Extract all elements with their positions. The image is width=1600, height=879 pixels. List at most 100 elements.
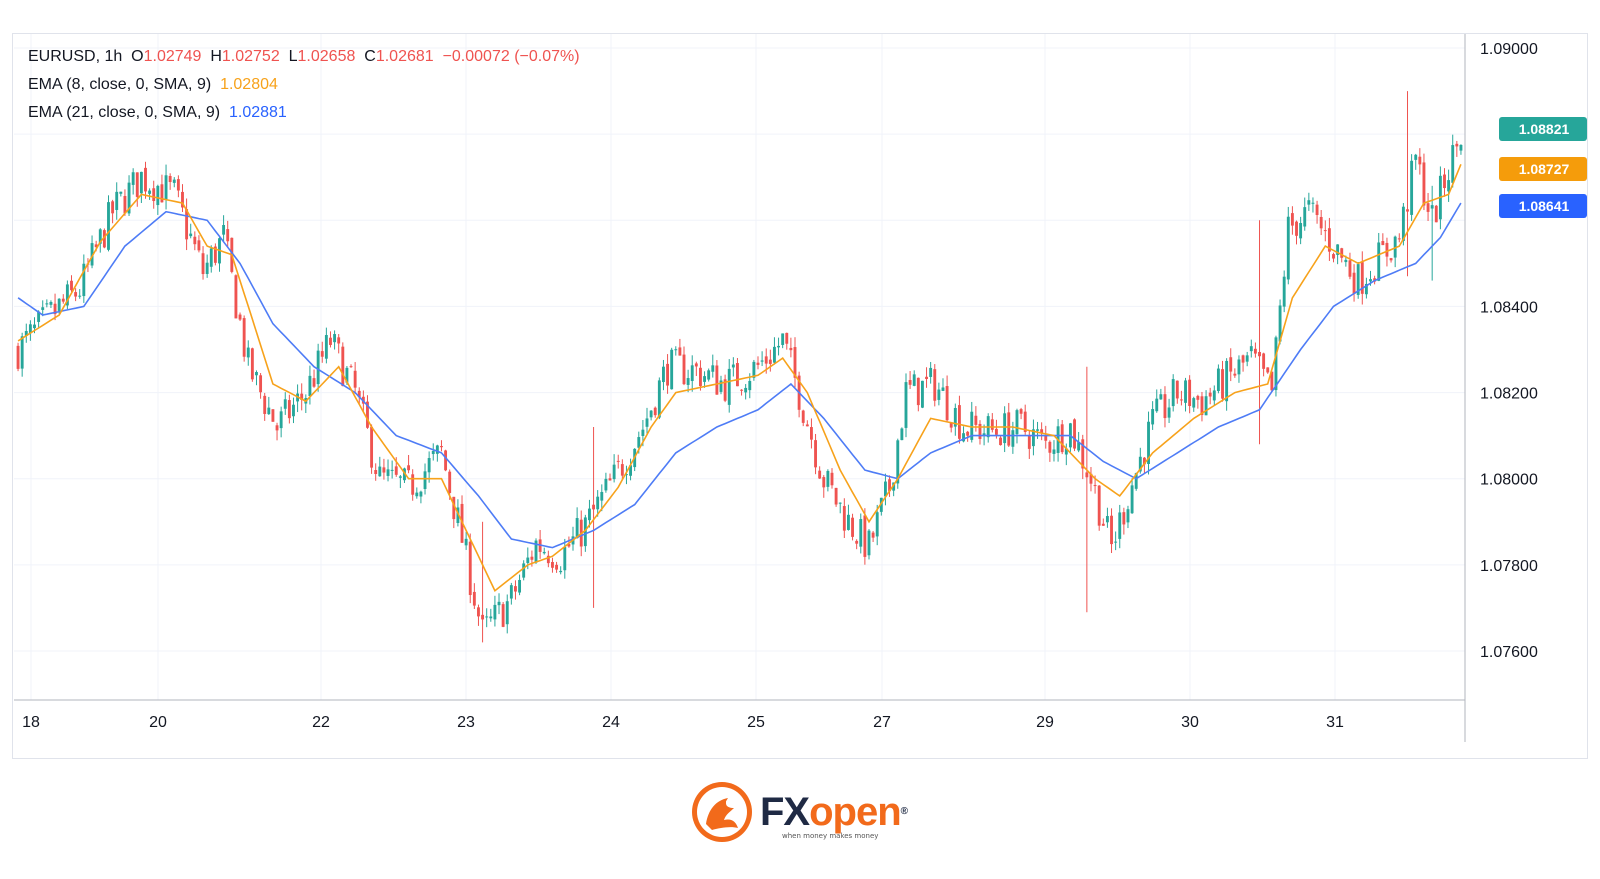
candle-body: [205, 262, 209, 274]
candle-body: [1019, 409, 1023, 414]
candle-body: [908, 380, 912, 385]
ema8-value: 1.02804: [220, 76, 278, 93]
candle-body: [226, 229, 230, 242]
candle-body: [357, 390, 361, 398]
candle-body: [1110, 515, 1113, 545]
candle-body: [267, 407, 271, 415]
candle-body: [493, 604, 497, 620]
candle-body: [855, 540, 859, 544]
candle-body: [694, 363, 698, 367]
candle-body: [1311, 202, 1315, 204]
candle-body: [1356, 264, 1360, 295]
candle-body: [514, 586, 517, 592]
candle-body: [1258, 351, 1261, 357]
legend-ema21[interactable]: EMA (21, close, 0, SMA, 9) 1.02881: [28, 104, 287, 122]
candle-body: [181, 191, 184, 208]
candle-body: [1155, 398, 1159, 412]
candle-body: [382, 467, 386, 473]
x-tick-label: 22: [312, 714, 330, 731]
candle-body: [1340, 248, 1344, 258]
candle-body: [674, 349, 678, 351]
candle-body: [20, 336, 24, 369]
candle-body: [1315, 204, 1319, 216]
candle-body: [871, 532, 875, 538]
candle-body: [596, 496, 600, 510]
candle-body: [522, 563, 526, 578]
x-tick-label: 25: [747, 714, 765, 731]
candle-body: [896, 440, 900, 484]
x-tick-label: 18: [22, 714, 40, 731]
candle-body: [1204, 396, 1208, 416]
candle-body: [333, 334, 337, 343]
candle-body: [1134, 473, 1138, 489]
y-tick-label: 1.07800: [1480, 558, 1538, 575]
candle-body: [70, 280, 73, 291]
candle-body: [703, 376, 706, 382]
candle-body: [440, 446, 443, 448]
candle-body: [1216, 368, 1220, 392]
logo-tagline: when money makes money: [782, 832, 879, 840]
candle-body: [176, 179, 180, 191]
candle-body: [1282, 276, 1286, 307]
candle-body: [830, 472, 834, 486]
x-tick-label: 20: [149, 714, 167, 731]
candle-body: [542, 551, 546, 554]
candle-body: [61, 298, 65, 302]
candle-body: [394, 466, 398, 475]
candle-body: [773, 346, 776, 363]
candle-body: [435, 445, 439, 454]
candle-body: [818, 470, 822, 479]
candle-body: [1447, 180, 1451, 192]
candle-body: [489, 616, 493, 619]
candle-body: [156, 185, 160, 206]
logo-fx: FX: [760, 790, 810, 834]
candle-body: [546, 555, 550, 564]
candle-body: [131, 172, 135, 185]
candle-body: [842, 506, 846, 531]
candle-body: [1114, 541, 1118, 543]
candle-body: [1015, 410, 1019, 435]
candle-body: [1208, 392, 1212, 397]
candle-body: [189, 233, 193, 237]
candle-body: [168, 175, 172, 183]
candle-body: [1270, 371, 1274, 391]
candle-body: [1171, 379, 1175, 407]
candle-body: [744, 387, 748, 393]
candle-body: [107, 202, 110, 250]
candle-body: [65, 284, 69, 306]
candle-body: [1352, 272, 1356, 295]
candle-body: [534, 540, 538, 563]
logo-registered: ®: [900, 806, 908, 817]
candle-body: [1163, 394, 1167, 419]
candle-body: [287, 400, 291, 419]
candle-body: [588, 508, 591, 521]
candle-body: [390, 469, 394, 471]
candle-body: [501, 604, 505, 627]
candle-body: [707, 370, 711, 380]
candle-body: [867, 530, 871, 556]
candle-body: [1237, 359, 1241, 375]
candle-body: [1385, 242, 1389, 257]
candle-body: [1422, 162, 1426, 206]
candle-body: [139, 171, 143, 194]
logo-wordmark: FXopen®: [760, 790, 908, 834]
candle-body: [45, 303, 49, 305]
candle-body: [329, 337, 332, 345]
candle-body: [349, 366, 353, 368]
candle-body: [485, 616, 489, 618]
candle-body: [999, 437, 1002, 446]
candle-body: [300, 393, 304, 400]
candle-body: [559, 570, 563, 573]
candle-body: [213, 246, 217, 263]
candle-body: [1105, 516, 1109, 523]
candle-body: [970, 411, 974, 440]
candle-body: [768, 359, 772, 364]
legend-ema8[interactable]: EMA (8, close, 0, SMA, 9) 1.02804: [28, 76, 278, 94]
x-tick-label: 31: [1326, 714, 1344, 731]
candle-body: [279, 411, 283, 429]
last-price-tag: 1.08821: [1499, 117, 1587, 141]
candle-body: [1138, 456, 1142, 472]
candle-body: [551, 562, 554, 568]
candle-body: [234, 275, 238, 319]
